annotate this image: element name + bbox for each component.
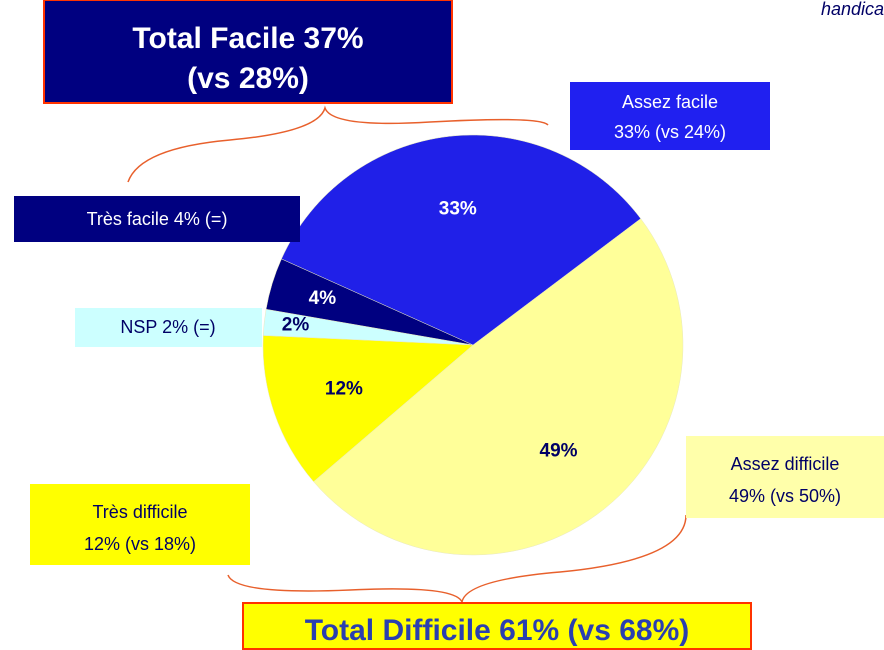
assez-facile-box bbox=[570, 82, 770, 150]
assez-difficile-line: 49% (vs 50%) bbox=[729, 486, 841, 506]
nsp-line: NSP 2% (=) bbox=[120, 317, 215, 337]
total-facile-line: Total Facile 37% bbox=[132, 22, 363, 55]
tres-difficile-box bbox=[30, 484, 250, 565]
assez-facile-line: 33% (vs 24%) bbox=[614, 122, 726, 142]
brace-bottom bbox=[227, 514, 687, 605]
assez-facile-line: Assez facile bbox=[622, 92, 718, 112]
total-facile-box bbox=[43, 0, 453, 104]
nsp-box bbox=[75, 308, 262, 347]
tres-facile-line: Très facile 4% (=) bbox=[87, 209, 228, 229]
value-label: 2% bbox=[282, 315, 310, 336]
pie: 49% 12% 2% 4% 33% bbox=[262, 134, 684, 556]
value-label: 33% bbox=[439, 198, 477, 219]
pie-slice bbox=[313, 218, 684, 556]
brace-top bbox=[127, 105, 549, 183]
pie-slice bbox=[262, 335, 474, 483]
corner-text: handica bbox=[821, 0, 884, 19]
value-label: 49% bbox=[540, 440, 578, 461]
value-label: 4% bbox=[309, 288, 337, 309]
tres-facile-box bbox=[14, 196, 300, 242]
total-facile-line: (vs 28%) bbox=[187, 62, 309, 95]
pie-slice bbox=[281, 134, 642, 346]
assez-difficile-line: Assez difficile bbox=[731, 454, 840, 474]
tres-difficile-line: 12% (vs 18%) bbox=[84, 534, 196, 554]
assez-difficile-box bbox=[686, 436, 884, 518]
total-difficile-box bbox=[242, 602, 752, 650]
total-difficile-line: Total Difficile 61% (vs 68%) bbox=[305, 614, 690, 647]
value-label: 12% bbox=[325, 378, 363, 399]
tres-difficile-line: Très difficile bbox=[92, 502, 187, 522]
